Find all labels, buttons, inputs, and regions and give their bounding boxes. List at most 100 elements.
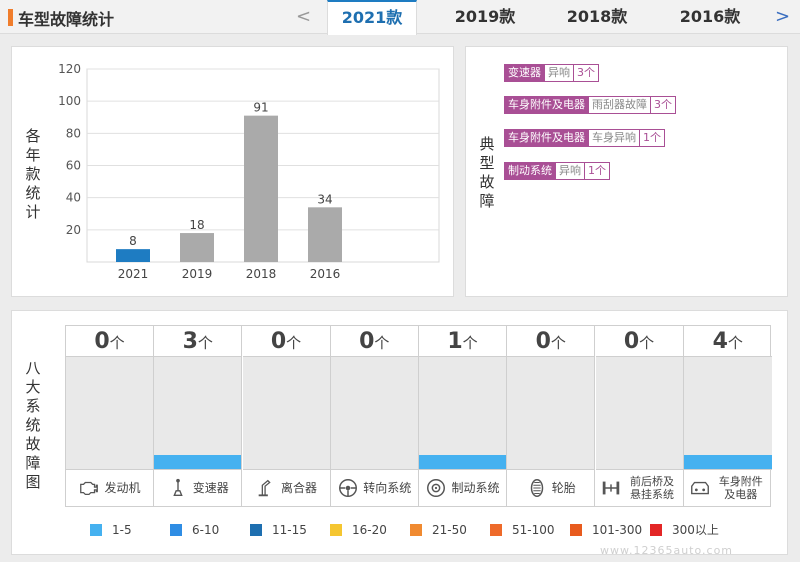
brake-disc-icon bbox=[427, 479, 446, 497]
fault-system: 车身附件及电器 bbox=[504, 96, 589, 114]
bar bbox=[308, 207, 342, 262]
fault-tag[interactable]: 车身附件及电器 车身异响 1个 bbox=[504, 129, 665, 147]
eight-systems-panel: 八大系统故障图 0个 发动机 3个 变速器 0个 离合器 0个 转向系统 1个 制动系统 0个 轮胎 0… bbox=[11, 310, 788, 555]
system-name: 制动系统 bbox=[451, 480, 500, 495]
system-column[interactable]: 0个前后桥及悬挂系统 bbox=[595, 326, 684, 506]
severity-bar bbox=[683, 455, 772, 469]
fault-tag[interactable]: 变速器 异响 3个 bbox=[504, 64, 599, 82]
count-unit: 个 bbox=[197, 334, 213, 352]
legend-swatch bbox=[250, 523, 262, 536]
system-column[interactable]: 0个转向系统 bbox=[330, 326, 419, 506]
prev-arrow-icon[interactable]: < bbox=[296, 6, 312, 27]
fault-part: 雨刮器故障 bbox=[589, 96, 651, 114]
fault-tag[interactable]: 车身附件及电器 雨刮器故障 3个 bbox=[504, 96, 676, 114]
system-label: 制动系统 bbox=[419, 469, 506, 506]
count-number: 0 bbox=[94, 329, 110, 354]
system-label: 变速器 bbox=[154, 469, 242, 506]
system-fault-count: 0个 bbox=[330, 326, 418, 357]
system-name: 发动机 bbox=[104, 480, 141, 495]
legend-label: 11-15 bbox=[272, 522, 307, 537]
system-name: 离合器 bbox=[280, 480, 317, 495]
bar-value-label: 8 bbox=[129, 234, 137, 248]
system-label: 轮胎 bbox=[507, 469, 595, 506]
system-label: 车身附件及电器 bbox=[683, 469, 772, 506]
system-label: 转向系统 bbox=[330, 469, 418, 506]
count-number: 4 bbox=[712, 329, 728, 354]
fault-system: 变速器 bbox=[504, 64, 545, 82]
legend-swatch bbox=[330, 523, 342, 536]
system-level-area bbox=[419, 357, 506, 469]
system-level-area bbox=[154, 357, 242, 469]
legend-label: 1-5 bbox=[112, 522, 132, 537]
x-tick-label: 2016 bbox=[310, 267, 341, 281]
system-fault-count: 1个 bbox=[419, 326, 506, 357]
legend-swatch bbox=[650, 523, 662, 536]
system-column[interactable]: 3个 变速器 bbox=[154, 326, 243, 506]
fault-part: 车身异响 bbox=[589, 129, 640, 147]
legend-item: 11-15 bbox=[250, 521, 330, 538]
severity-bar bbox=[419, 455, 506, 469]
chart-side-label: 各年款统计 bbox=[25, 127, 41, 221]
bar bbox=[244, 115, 278, 263]
legend-label: 21-50 bbox=[432, 522, 467, 537]
severity-legend: 1-5 6-10 11-15 16-20 21-50 51-100 101-300 300以上 bbox=[90, 521, 730, 538]
title-accent-bar bbox=[8, 9, 13, 26]
legend-swatch bbox=[490, 523, 502, 536]
count-number: 0 bbox=[623, 329, 640, 354]
legend-swatch bbox=[90, 523, 102, 536]
system-column[interactable]: 0个轮胎 bbox=[507, 326, 596, 506]
fault-count: 1个 bbox=[585, 162, 610, 180]
system-fault-count: 0个 bbox=[507, 326, 595, 357]
steering-wheel-icon bbox=[339, 479, 358, 497]
legend-item: 300以上 bbox=[650, 521, 730, 538]
tire-icon bbox=[530, 479, 543, 497]
bar-value-label: 34 bbox=[317, 192, 332, 206]
watermark: www.12365auto.com bbox=[600, 544, 734, 557]
legend-item: 16-20 bbox=[330, 521, 410, 538]
system-name: 变速器 bbox=[192, 480, 229, 495]
suspension-icon bbox=[602, 481, 620, 495]
system-level-area bbox=[242, 357, 330, 469]
legend-swatch bbox=[570, 523, 582, 536]
system-column[interactable]: 0个 离合器 bbox=[242, 326, 331, 506]
system-name: 车身附件及电器 bbox=[718, 475, 763, 501]
yearly-stats-panel: 各年款统计 20 40 60 80 100 120 8 2021 18 2019 91 2018 34 2… bbox=[11, 46, 454, 297]
legend-item: 6-10 bbox=[170, 521, 250, 538]
system-level-area bbox=[683, 357, 772, 469]
x-tick-label: 2018 bbox=[246, 267, 277, 281]
tab-2021[interactable]: 2021款 bbox=[327, 0, 417, 35]
system-level-area bbox=[330, 357, 418, 469]
legend-swatch bbox=[410, 523, 422, 536]
x-tick-label: 2019 bbox=[182, 267, 213, 281]
bar-value-label: 91 bbox=[253, 101, 268, 115]
system-column[interactable]: 0个 发动机 bbox=[66, 326, 154, 506]
system-name: 前后桥及悬挂系统 bbox=[630, 475, 674, 501]
tab-2018[interactable]: 2018款 bbox=[566, 7, 628, 26]
bar bbox=[116, 249, 150, 262]
bar-value-label: 18 bbox=[189, 218, 204, 232]
y-tick-label: 20 bbox=[66, 223, 81, 237]
bar bbox=[180, 233, 214, 262]
tab-2016[interactable]: 2016款 bbox=[679, 7, 741, 26]
count-unit: 个 bbox=[550, 334, 566, 352]
fault-tag[interactable]: 制动系统 异响 1个 bbox=[504, 162, 610, 180]
car-accessory-icon bbox=[690, 481, 709, 495]
fault-count: 1个 bbox=[640, 129, 665, 147]
systems-grid: 0个 发动机 3个 变速器 0个 离合器 0个 转向系统 1个 制动系统 0个 轮胎 0个 前后桥及悬挂系… bbox=[65, 325, 772, 507]
system-level-area bbox=[595, 357, 683, 469]
legend-label: 6-10 bbox=[192, 522, 220, 537]
count-unit: 个 bbox=[374, 334, 390, 352]
yearly-bar-chart: 20 40 60 80 100 120 8 2021 18 2019 91 2018 34 2016 bbox=[58, 62, 440, 281]
system-name: 转向系统 bbox=[363, 480, 412, 495]
system-level-area bbox=[507, 357, 595, 469]
system-column[interactable]: 1个制动系统 bbox=[419, 326, 507, 506]
count-number: 0 bbox=[270, 329, 287, 354]
system-column[interactable]: 4个 车身附件及电器 bbox=[683, 326, 772, 506]
gear-shift-icon bbox=[173, 478, 183, 497]
next-arrow-icon[interactable]: > bbox=[775, 6, 791, 27]
tab-2019[interactable]: 2019款 bbox=[454, 7, 516, 26]
system-label: 离合器 bbox=[242, 469, 330, 506]
count-unit: 个 bbox=[639, 334, 655, 352]
legend-item: 101-300 bbox=[570, 521, 650, 538]
fault-system: 制动系统 bbox=[504, 162, 556, 180]
